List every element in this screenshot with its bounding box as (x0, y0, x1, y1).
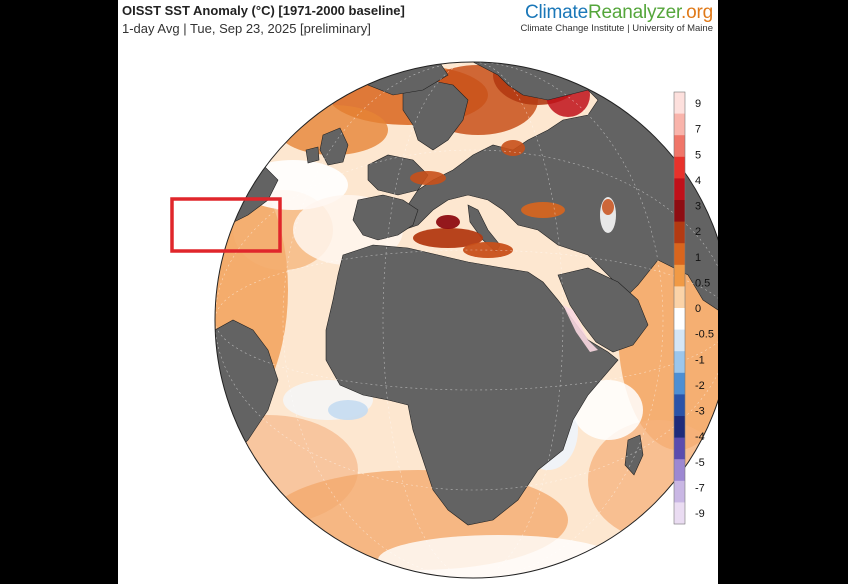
colorbar-tick-label: 9 (695, 98, 701, 110)
colorbar-segment (674, 221, 685, 244)
colorbar-segment (674, 502, 685, 525)
colorbar-tick-label: -7 (695, 482, 705, 494)
colorbar-tick-label: 0.5 (695, 277, 710, 289)
colorbar-tick-label: -4 (695, 431, 705, 443)
colorbar-tick-label: 1 (695, 252, 701, 264)
colorbar-segment (674, 437, 685, 460)
brand-logo: ClimateReanalyzer.org Climate Change Ins… (520, 2, 713, 34)
chart-title: OISST SST Anomaly (°C) [1971-2000 baseli… (122, 3, 405, 18)
colorbar-tick-label: 7 (695, 124, 701, 136)
colorbar-tick-label: 2 (695, 226, 701, 238)
colorbar-segment (674, 394, 685, 417)
colorbar-segment (674, 200, 685, 222)
globe-outline (214, 61, 718, 579)
colorbar-tick-label: -0.5 (695, 329, 714, 341)
colorbar-segment (674, 264, 685, 287)
colorbar-segment (674, 156, 685, 179)
graticule (215, 62, 718, 578)
colorbar-border (673, 91, 686, 525)
colorbar-tick-label: -1 (695, 354, 705, 366)
colorbar-segment (674, 286, 685, 309)
colorbar-segment (674, 416, 685, 438)
colorbar-segment (674, 459, 685, 482)
colorbar-segment (674, 92, 685, 114)
map-panel: 9 7 5 4 3 2 1 0.5 0 -0.5 -1 -2 -3 -4 -5 -7 -9 OISST SST … (118, 0, 718, 584)
colorbar-tick-label: 0 (695, 303, 701, 315)
chart-subtitle: 1-day Avg | Tue, Sep 23, 2025 [prelimina… (122, 21, 371, 36)
brand-name: ClimateReanalyzer.org (524, 2, 713, 23)
colorbar-segment (674, 135, 685, 158)
highlight-box (170, 197, 282, 253)
colorbar-segment (674, 372, 685, 395)
colorbar-tick-label: -5 (695, 457, 705, 469)
colorbar-segment (674, 308, 685, 330)
colorbar-tick-label: -3 (695, 406, 705, 418)
colorbar-segment (674, 243, 685, 266)
colorbar: 9 7 5 4 3 2 1 0.5 0 -0.5 -1 -2 -3 -4 -5 -7 -9 (673, 91, 714, 525)
colorbar-segment (674, 480, 685, 503)
colorbar-segment (674, 113, 685, 136)
colorbar-tick-label: 5 (695, 149, 701, 161)
colorbar-segment (674, 178, 685, 201)
colorbar-segment (674, 351, 685, 374)
brand-subtitle: Climate Change Institute | University of… (520, 23, 713, 34)
colorbar-segment (674, 329, 685, 352)
colorbar-tick-label: -9 (695, 508, 705, 520)
colorbar-tick-label: -2 (695, 380, 705, 392)
colorbar-tick-label: 3 (695, 201, 701, 213)
globe-map: 9 7 5 4 3 2 1 0.5 0 -0.5 -1 -2 -3 -4 -5 -7 -9 (170, 61, 718, 579)
colorbar-tick-label: 4 (695, 175, 701, 187)
sst-inland-seas (410, 140, 616, 352)
